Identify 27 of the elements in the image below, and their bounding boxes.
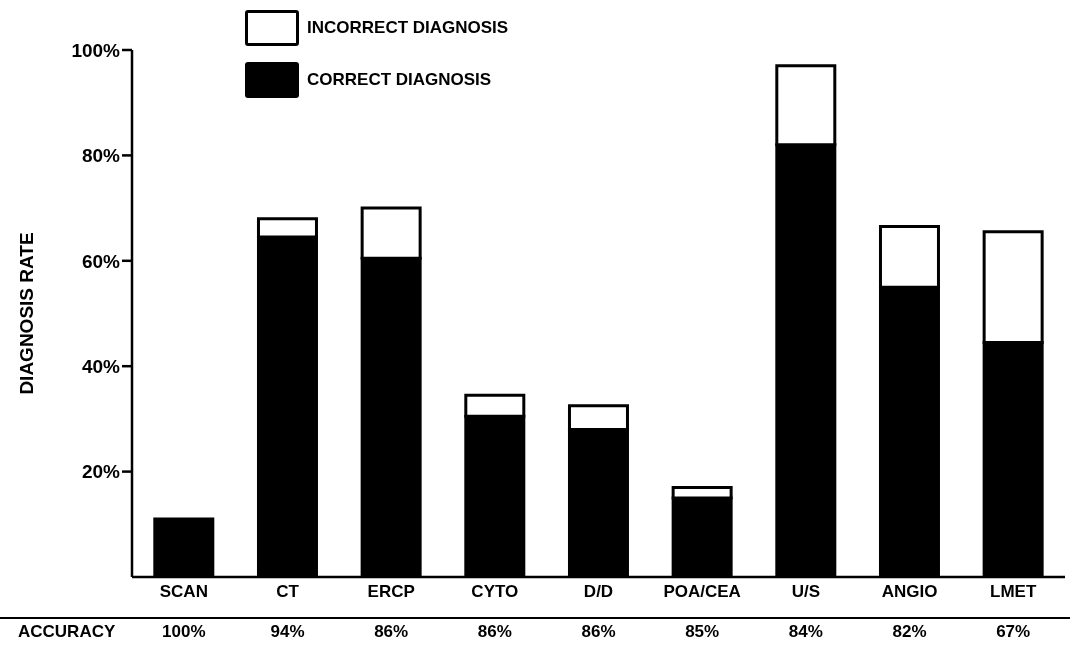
x-tick-label: U/S xyxy=(791,582,821,602)
x-tick-label: ANGIO xyxy=(881,582,938,602)
x-tick-label: SCAN xyxy=(159,582,208,602)
y-tick-label: 100% xyxy=(71,39,121,61)
x-tick-label: LMET xyxy=(990,582,1037,602)
x-tick-label: D/D xyxy=(583,582,614,602)
legend-label: CORRECT DIAGNOSIS xyxy=(307,70,492,90)
text: 85% xyxy=(684,622,721,642)
x-tick-label: CYTO xyxy=(471,582,519,602)
text: ACCURACY xyxy=(18,622,116,642)
y-tick-label: 80% xyxy=(81,145,121,167)
text: 84% xyxy=(787,622,824,642)
y-tick-label: 40% xyxy=(81,355,121,377)
y-tick-label: 60% xyxy=(81,250,121,272)
text: 86% xyxy=(580,622,617,642)
text: 86% xyxy=(476,622,513,642)
y-axis-title: DIAGNOSIS RATE xyxy=(15,232,37,395)
y-tick-label: 20% xyxy=(81,461,121,483)
text: 86% xyxy=(373,622,410,642)
x-tick-label: ERCP xyxy=(367,582,415,602)
x-tick-label: POA/CEA xyxy=(663,582,741,602)
text: 82% xyxy=(891,622,928,642)
text: 100% xyxy=(161,622,207,642)
x-tick-label: CT xyxy=(276,582,300,602)
text: 94% xyxy=(269,622,306,642)
legend-label: INCORRECT DIAGNOSIS xyxy=(307,18,509,38)
text: 67% xyxy=(995,622,1032,642)
